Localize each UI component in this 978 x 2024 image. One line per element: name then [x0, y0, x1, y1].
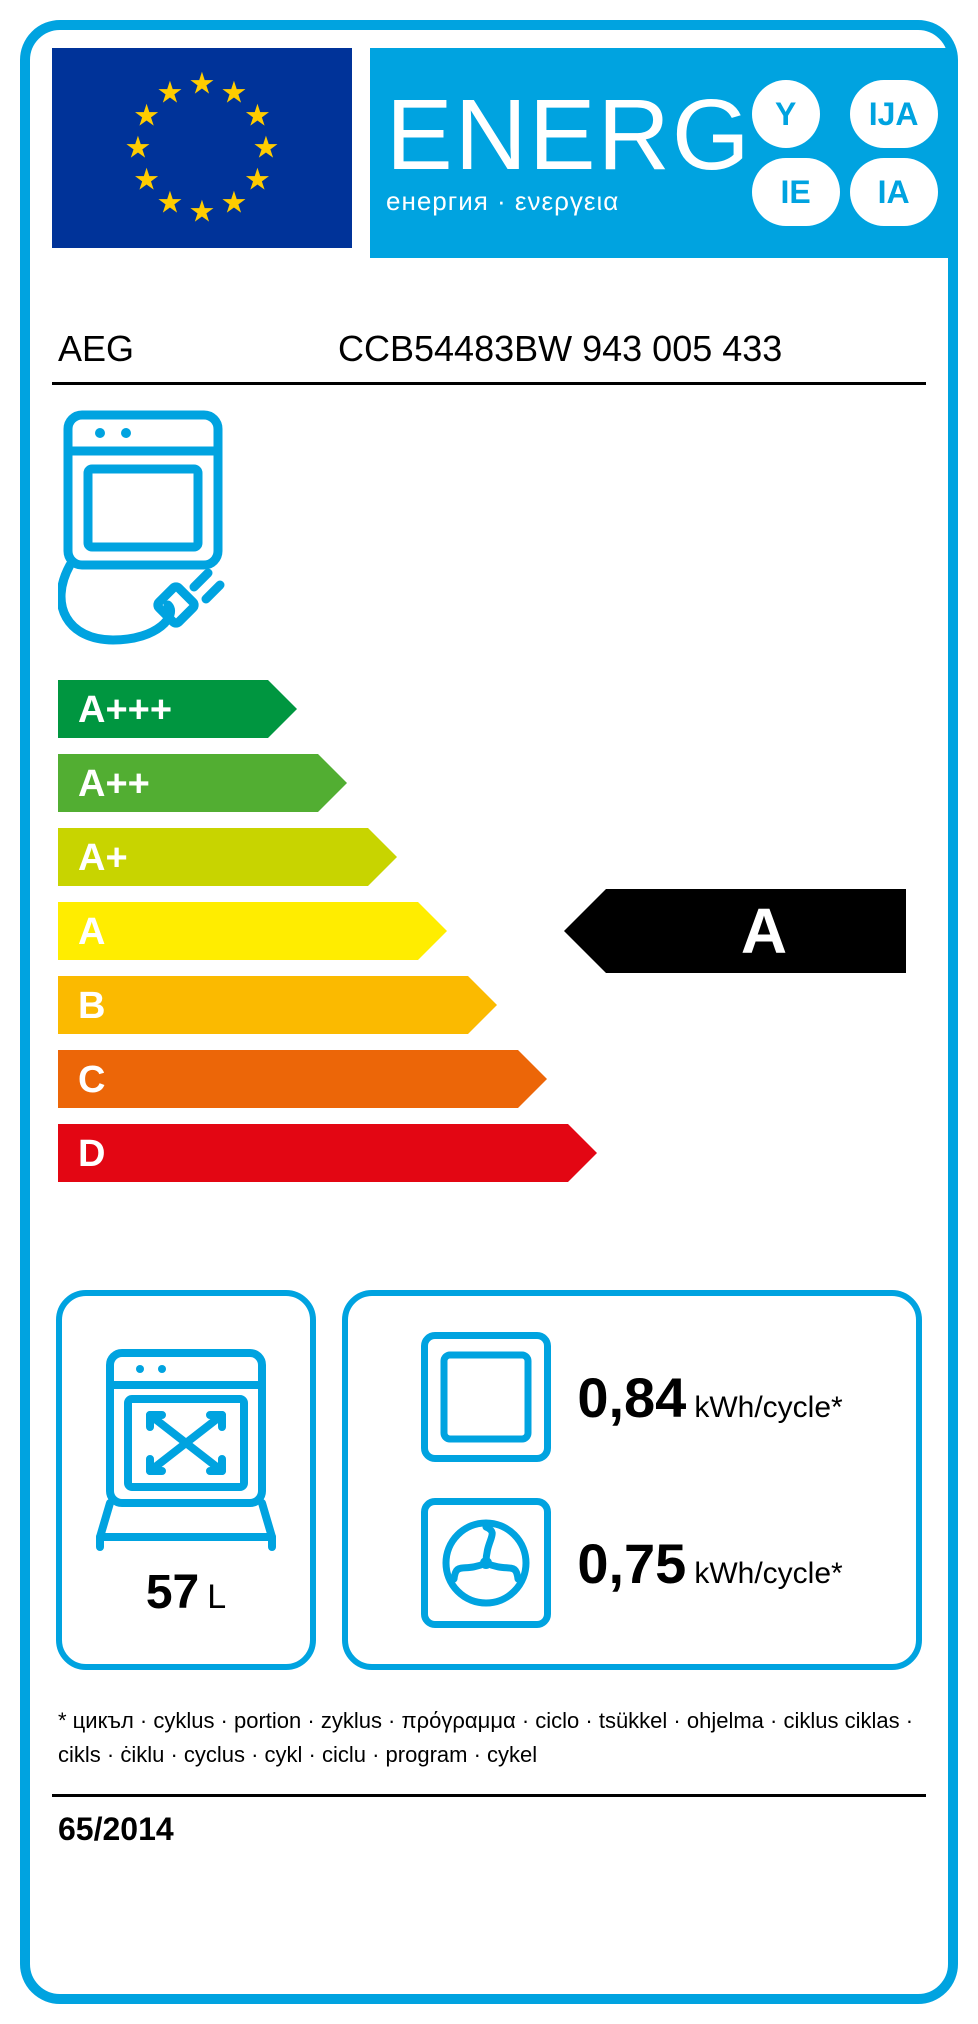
svg-text:C: C	[78, 1059, 105, 1101]
efficiency-bar: A++	[58, 754, 347, 812]
volume-panel: 57L	[56, 1290, 316, 1670]
eu-star-icon: ★	[244, 99, 271, 134]
product-row: AEG CCB54483BW 943 005 433	[52, 328, 926, 385]
efficiency-scale: A+++A++A+ABCDA	[52, 680, 926, 1230]
svg-text:A+: A+	[78, 837, 128, 879]
eu-star-icon: ★	[157, 186, 184, 221]
oven-volume-icon	[96, 1341, 276, 1551]
fan-value: 0,75	[577, 1532, 686, 1595]
efficiency-bar: A+++	[58, 680, 297, 738]
electric-oven-icon	[52, 405, 926, 670]
fan-row: 0,75kWh/cycle*	[421, 1498, 842, 1628]
eu-star-icon: ★	[189, 195, 216, 230]
eu-star-icon: ★	[133, 163, 160, 198]
energ-banner: ENERG енергия · ενεργεια Y IJAIEIA	[370, 48, 954, 258]
brand-name: AEG	[58, 328, 338, 370]
energy-label: ★★★★★★★★★★★★ ENERG енергия · ενεργεια YI…	[0, 0, 978, 2024]
regulation-number: 65/2014	[52, 1811, 926, 1848]
cycle-footnote: * цикъл · cyklus · portion · zyklus · πρ…	[52, 1704, 926, 1797]
efficiency-bar: A+	[58, 828, 397, 886]
svg-text:B: B	[78, 985, 105, 1027]
energ-suffix: IA	[850, 158, 938, 226]
svg-text:A++: A++	[78, 763, 150, 805]
spec-panels: 57L 0,84kWh/cycle*	[52, 1290, 926, 1670]
svg-text:D: D	[78, 1133, 105, 1175]
energ-subtitle: енергия · ενεργεια	[386, 186, 752, 217]
eu-flag-icon: ★★★★★★★★★★★★	[52, 48, 352, 248]
energ-suffix: IE	[752, 158, 840, 226]
eu-star-icon: ★	[157, 75, 184, 110]
energ-suffix: Y	[752, 80, 820, 148]
volume-unit: L	[207, 1578, 226, 1616]
efficiency-bar: D	[58, 1124, 597, 1182]
eu-star-icon: ★	[253, 131, 280, 166]
conventional-heating-icon	[421, 1332, 551, 1462]
eu-star-icon: ★	[125, 131, 152, 166]
conventional-value: 0,84	[577, 1366, 686, 1429]
eu-star-icon: ★	[189, 67, 216, 102]
efficiency-bar: C	[58, 1050, 547, 1108]
energ-suffix: IJA	[850, 80, 938, 148]
model-number: CCB54483BW 943 005 433	[338, 328, 782, 370]
conventional-unit: kWh/cycle*	[694, 1391, 842, 1424]
efficiency-bar: B	[58, 976, 497, 1034]
label-frame: ★★★★★★★★★★★★ ENERG енергия · ενεργεια YI…	[20, 20, 958, 2004]
consumption-panel: 0,84kWh/cycle*	[342, 1290, 922, 1670]
volume-value-row: 57L	[146, 1565, 226, 1620]
conventional-row: 0,84kWh/cycle*	[421, 1332, 842, 1462]
fan-heating-icon	[421, 1498, 551, 1628]
energ-suffix-grid: Y IJAIEIA	[752, 80, 938, 226]
eu-star-icon: ★	[221, 186, 248, 221]
efficiency-rating-indicator: A	[606, 889, 906, 973]
eu-star-icon: ★	[244, 163, 271, 198]
svg-text:A: A	[78, 911, 105, 953]
fan-unit: kWh/cycle*	[694, 1557, 842, 1590]
efficiency-bars: A+++ A++ A+ ABCD	[58, 680, 628, 1198]
energ-title: ENERG	[386, 90, 752, 180]
header: ★★★★★★★★★★★★ ENERG енергия · ενεργεια YI…	[52, 48, 926, 258]
svg-text:A+++: A+++	[78, 689, 172, 731]
efficiency-bar: A	[58, 902, 447, 960]
volume-value: 57	[146, 1566, 199, 1619]
